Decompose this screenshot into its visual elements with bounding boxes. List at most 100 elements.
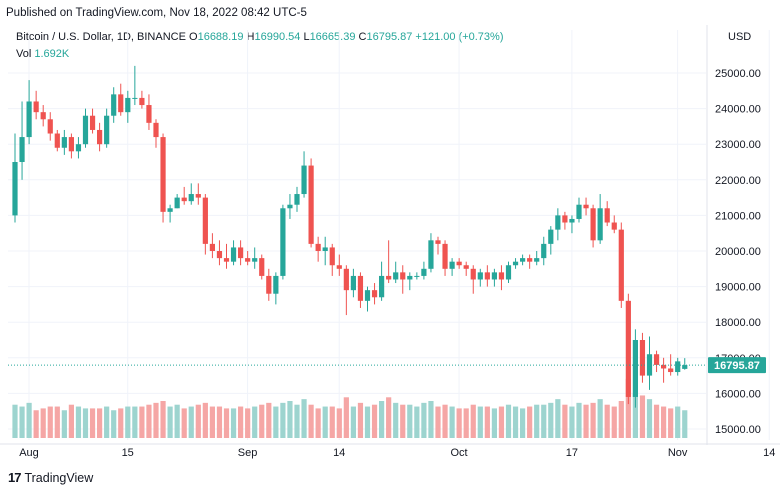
volume-bar (26, 402, 32, 438)
volume-bar (350, 406, 356, 438)
candle-body (266, 275, 272, 294)
volume-bar (562, 404, 568, 438)
candle-body (583, 204, 589, 209)
candle-body (97, 129, 103, 145)
candle-body (195, 194, 201, 198)
candle-body (139, 97, 145, 106)
volume-bar (646, 399, 653, 438)
y-tick-label: 19000.00 (715, 282, 761, 294)
tradingview-logo-icon: 17 (8, 470, 22, 485)
volume-bar (534, 404, 540, 438)
x-tick-label: 17 (566, 447, 578, 459)
candle-body (604, 208, 610, 223)
volume-bar (252, 406, 258, 438)
volume-bar (576, 402, 582, 438)
volume-bar (301, 399, 307, 438)
candle-body (470, 268, 476, 280)
volume-bar (675, 406, 681, 438)
candle-body (223, 258, 230, 262)
candle-body (153, 122, 159, 138)
candle-body (245, 258, 251, 262)
y-tick-label: 15000.00 (715, 424, 761, 436)
volume-bar (160, 401, 166, 438)
volume-bar (89, 408, 96, 438)
tradingview-brand[interactable]: 17 TradingView (8, 470, 93, 485)
candle-body (639, 340, 646, 376)
volume-bar (19, 406, 25, 438)
volume-bar (61, 410, 67, 438)
volume-bar (308, 404, 314, 438)
volume-value: 1.692K (34, 48, 70, 60)
symbol-name[interactable]: Bitcoin / U.S. Dollar, 1D, BINANCE (16, 31, 186, 43)
candle-body (386, 275, 392, 280)
open-value: 16688.19 (197, 31, 244, 43)
close-label: C (358, 31, 367, 43)
currency-label[interactable]: USD (728, 31, 752, 43)
volume-bar (484, 406, 490, 438)
volume-bar (625, 378, 631, 438)
volume-bar (541, 404, 547, 438)
candle-body (252, 258, 258, 262)
volume-bar (245, 408, 251, 438)
x-tick-label: 14 (763, 447, 775, 459)
volume-bar (653, 404, 660, 438)
candle-body (146, 105, 152, 123)
candle-body (188, 194, 194, 202)
volume-bar (682, 410, 688, 438)
volume-bar (273, 406, 279, 438)
close-value: 16795.87 (366, 31, 413, 43)
candle-body (379, 275, 385, 298)
candle-body (174, 197, 180, 209)
volume-bar (661, 406, 667, 438)
candle-body (421, 268, 427, 276)
volume-bar (329, 406, 335, 438)
volume-bar (33, 410, 39, 438)
volume-bar (527, 406, 533, 438)
candle-body (68, 137, 74, 152)
candle-body (562, 215, 568, 223)
candle-body (230, 247, 237, 262)
candle-body (491, 272, 497, 280)
volume-bar (111, 410, 117, 438)
candle-body (294, 194, 300, 205)
volume-bar (322, 406, 328, 438)
candle-body (569, 218, 575, 223)
candle-body (33, 101, 39, 113)
volume-bar (668, 408, 674, 438)
x-tick-label: Oct (450, 447, 467, 459)
y-tick-label: 16000.00 (715, 388, 761, 400)
candle-body (280, 208, 286, 276)
candle-body (505, 265, 512, 280)
volume-bar (259, 404, 265, 438)
candle-body (484, 272, 490, 280)
candle-body (597, 208, 603, 241)
volume-bar (632, 393, 638, 438)
volume-bar (266, 402, 272, 438)
volume-bar (195, 404, 201, 438)
volume-bar (230, 408, 237, 438)
candle-body (548, 229, 554, 244)
volume-bar (223, 408, 230, 438)
candle-body (512, 261, 519, 266)
x-tick-label: Aug (19, 447, 39, 459)
volume-bar (477, 406, 483, 438)
low-value: 16665.39 (309, 31, 356, 43)
volume-bar (555, 399, 561, 438)
volume-bar (357, 402, 364, 438)
volume-legend: Vol 1.692K (16, 48, 69, 60)
candle-body (273, 275, 279, 294)
volume-bar (153, 402, 159, 438)
candle-body (371, 290, 378, 298)
volume-bar (400, 404, 406, 438)
candle-body (576, 204, 582, 219)
candle-body (259, 258, 265, 276)
volume-bar (604, 404, 610, 438)
brand-name: TradingView (24, 470, 94, 485)
candle-body (40, 112, 46, 120)
volume-bar (456, 408, 462, 438)
volume-bar (209, 406, 215, 438)
volume-bar (512, 406, 519, 438)
candle-body (393, 272, 399, 280)
candle-body (118, 94, 124, 113)
